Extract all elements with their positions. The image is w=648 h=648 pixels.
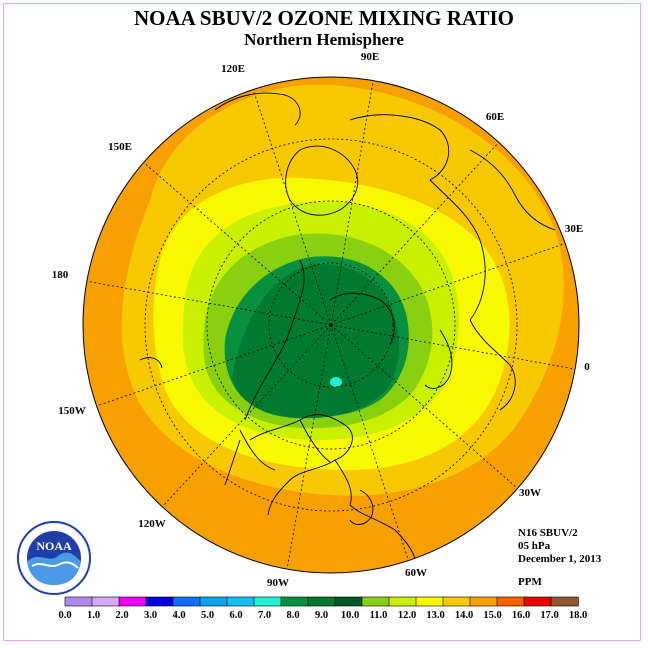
colorbar-cell bbox=[64, 596, 93, 607]
colorbar-cell bbox=[496, 596, 525, 607]
longitude-labels: 90E 60E 30E 0 30W 60W 90W 120W 150W 180 150E 120E bbox=[52, 51, 591, 589]
page-frame bbox=[3, 3, 641, 641]
date-label: December 1, 2013 bbox=[518, 553, 602, 565]
colorbar-cell bbox=[199, 596, 228, 607]
longitude-label: 150W bbox=[58, 405, 86, 417]
colorbar-tick-label: 17.0 bbox=[540, 610, 558, 621]
longitude-label: 0 bbox=[584, 361, 590, 373]
colorbar-tick-label: 1.0 bbox=[87, 610, 100, 621]
colorbar-tick-label: 9.0 bbox=[315, 610, 328, 621]
coastlines bbox=[139, 92, 556, 573]
colorbar-tick-label: 3.0 bbox=[144, 610, 157, 621]
colorbar-tick-label: 6.0 bbox=[229, 610, 242, 621]
colorbar-tick-label: 18.0 bbox=[569, 610, 587, 621]
colorbar-cell bbox=[307, 596, 336, 607]
longitude-label: 180 bbox=[52, 269, 69, 281]
colorbar-tick-label: 0.0 bbox=[58, 610, 71, 621]
colorbar-tick-label: 14.0 bbox=[455, 610, 473, 621]
colorbar-cell bbox=[172, 596, 201, 607]
colorbar-cell bbox=[334, 596, 363, 607]
colorbar-cell bbox=[523, 596, 552, 607]
colorbar-cell bbox=[388, 596, 417, 607]
colorbar-cell bbox=[118, 596, 147, 607]
map-subtitle: Northern Hemisphere bbox=[244, 30, 404, 49]
colorbar-tick-label: 4.0 bbox=[172, 610, 185, 621]
longitude-label: 60W bbox=[405, 567, 427, 579]
svg-text:NOAA: NOAA bbox=[36, 539, 72, 553]
colorbar: 0.0 1.0 2.0 3.0 4.0 5.0 6.0 7.0 8.0 9.0 10.0 11.0 12… bbox=[58, 596, 587, 621]
colorbar-cells bbox=[64, 596, 579, 607]
longitude-label: 150E bbox=[108, 141, 132, 153]
longitude-label: 30W bbox=[519, 487, 541, 499]
colorbar-tick-label: 5.0 bbox=[201, 610, 214, 621]
colorbar-tick-label: 2.0 bbox=[115, 610, 128, 621]
map-title: NOAA SBUV/2 OZONE MIXING RATIO bbox=[134, 6, 514, 30]
colorbar-cell bbox=[91, 596, 120, 607]
colorbar-cell bbox=[442, 596, 471, 607]
colorbar-cell bbox=[361, 596, 390, 607]
colorbar-tick-label: 13.0 bbox=[426, 610, 444, 621]
ozone-band-8 bbox=[232, 264, 400, 419]
colorbar-cell bbox=[226, 596, 255, 607]
colorbar-cell bbox=[415, 596, 444, 607]
colorbar-ticks: 0.0 1.0 2.0 3.0 4.0 5.0 6.0 7.0 8.0 9.0 10.0 11.0 12… bbox=[58, 610, 587, 621]
colorbar-tick-label: 12.0 bbox=[398, 610, 416, 621]
satellite-label: N16 SBUV/2 bbox=[518, 527, 578, 539]
pressure-label: 05 hPa bbox=[518, 540, 551, 552]
colorbar-tick-label: 15.0 bbox=[483, 610, 501, 621]
colorbar-tick-label: 16.0 bbox=[512, 610, 530, 621]
units-label: PPM bbox=[518, 576, 542, 588]
noaa-logo: NOAA bbox=[17, 521, 91, 595]
longitude-label: 90E bbox=[361, 51, 379, 63]
colorbar-cell bbox=[469, 596, 498, 607]
colorbar-cell bbox=[550, 596, 579, 607]
map-boundary bbox=[82, 76, 580, 574]
colorbar-tick-label: 8.0 bbox=[286, 610, 299, 621]
longitude-label: 120W bbox=[138, 518, 166, 530]
colorbar-tick-label: 11.0 bbox=[370, 610, 388, 621]
longitude-label: 120E bbox=[221, 63, 245, 75]
graticule bbox=[83, 77, 579, 573]
ozone-min-spot bbox=[330, 377, 342, 387]
longitude-label: 30E bbox=[565, 223, 583, 235]
colorbar-cell bbox=[280, 596, 309, 607]
colorbar-cell bbox=[145, 596, 174, 607]
longitude-label: 60E bbox=[486, 111, 504, 123]
colorbar-tick-label: 7.0 bbox=[258, 610, 271, 621]
colorbar-tick-label: 10.0 bbox=[341, 610, 359, 621]
longitude-label: 90W bbox=[267, 577, 289, 589]
colorbar-cell bbox=[253, 596, 282, 607]
